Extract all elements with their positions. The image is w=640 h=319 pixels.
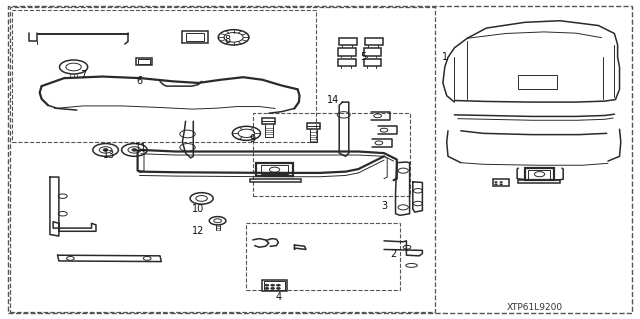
Bar [364, 48, 381, 56]
Bar [12, 10, 316, 142]
Circle shape [132, 149, 137, 151]
Bar [182, 31, 208, 43]
Text: 3: 3 [381, 201, 387, 211]
Bar [261, 165, 288, 174]
Text: 13: 13 [102, 150, 115, 160]
Circle shape [103, 149, 108, 151]
Circle shape [265, 287, 269, 289]
Circle shape [271, 284, 275, 286]
Circle shape [500, 182, 502, 183]
Bar [518, 75, 557, 89]
Bar [339, 38, 357, 45]
Text: 6: 6 [136, 76, 143, 86]
Bar [338, 59, 356, 66]
Bar [250, 179, 301, 182]
Bar [136, 58, 152, 65]
Bar [364, 59, 381, 66]
Bar [518, 180, 560, 183]
Bar [256, 163, 293, 176]
Text: 14: 14 [326, 95, 339, 106]
Bar [253, 113, 410, 196]
Bar [365, 38, 383, 45]
Bar [307, 123, 320, 129]
Bar [138, 59, 150, 64]
Circle shape [500, 184, 502, 185]
Circle shape [495, 182, 497, 183]
Bar [493, 179, 509, 186]
Text: 4: 4 [275, 292, 282, 302]
Text: XTP61L9200: XTP61L9200 [506, 303, 563, 312]
Bar [262, 118, 275, 124]
Circle shape [276, 284, 280, 286]
Bar [264, 281, 285, 290]
Text: 7: 7 [80, 70, 86, 80]
Bar [10, 7, 435, 312]
Bar [528, 170, 550, 179]
Circle shape [265, 284, 269, 286]
Text: 2: 2 [390, 249, 397, 259]
Bar [338, 48, 356, 56]
Text: 1: 1 [442, 52, 448, 63]
Text: 8: 8 [224, 35, 230, 45]
Text: 5: 5 [360, 52, 367, 63]
Circle shape [276, 287, 280, 289]
Bar [186, 33, 204, 41]
Text: 10: 10 [192, 204, 205, 214]
Text: 9: 9 [250, 134, 256, 144]
Circle shape [495, 184, 497, 185]
Bar [525, 168, 554, 180]
Bar [262, 280, 287, 291]
Bar [246, 223, 400, 290]
Text: 11: 11 [134, 143, 147, 153]
Circle shape [271, 287, 275, 289]
Text: 12: 12 [192, 226, 205, 236]
